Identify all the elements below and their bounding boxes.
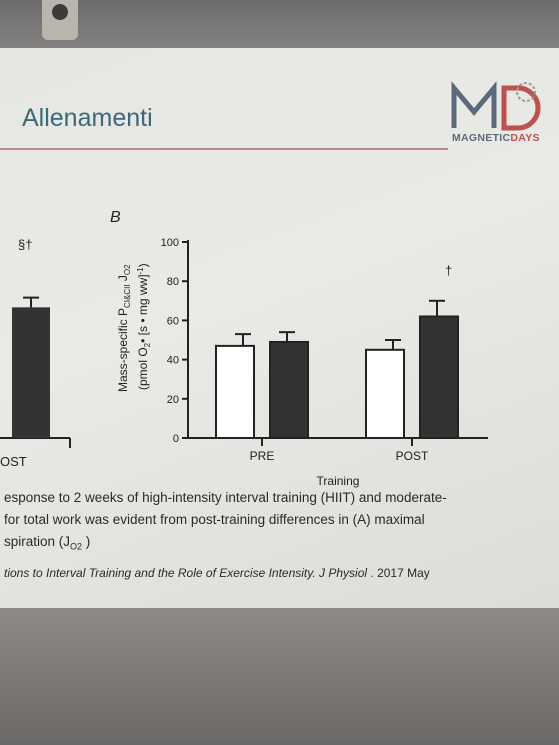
panel-a-annotation: §†	[18, 237, 32, 252]
ylabel-line2c: )	[136, 263, 150, 267]
logo-wordmark: MAGNETICDAYS	[452, 132, 540, 144]
projector-device	[42, 0, 78, 40]
wall-below-screen	[0, 608, 559, 745]
caption-line-3-sub: O2	[70, 541, 83, 552]
title-divider	[0, 148, 448, 150]
bar-pre-series-2	[269, 340, 309, 439]
logo-text-main: MAGNETIC	[452, 132, 511, 144]
magneticdays-logo-icon	[451, 81, 541, 131]
y-tick-label: 20	[167, 394, 179, 406]
ylabel-sup: -1	[136, 267, 145, 275]
panel-b-y-axis-label: Mass-specific PCI&CII JO2 (pmol O2• [s •…	[116, 263, 152, 392]
logo-text-accent: DAYS	[510, 132, 540, 144]
y-tick-label: 0	[173, 433, 179, 445]
bar-post-series-1	[365, 348, 405, 439]
caption-line-2: for total work was evident from post-tra…	[4, 512, 425, 527]
y-tick-label: 80	[167, 276, 179, 288]
ylabel-mid: J	[116, 275, 130, 284]
ylabel-sub2: O2	[123, 264, 132, 275]
ylabel-sub3: 2	[143, 342, 152, 347]
y-tick-label: 40	[167, 355, 179, 367]
panel-b-label: B	[110, 209, 121, 226]
projected-slide	[0, 48, 559, 608]
panel-b-x-axis-label: Training	[317, 474, 360, 488]
caption-line-3-text: spiration (J	[4, 534, 71, 549]
panel-a-bar	[12, 307, 50, 438]
panel-a: OST §†	[0, 237, 71, 469]
slide-title: Allenamenti	[22, 104, 153, 132]
y-tick-label: 100	[161, 237, 179, 249]
significance-annotation: †	[445, 263, 452, 278]
x-tick-label: POST	[396, 449, 429, 463]
reference-citation: tions to Interval Training and the Role …	[4, 566, 430, 580]
caption-line-3: spiration (JO2 )	[4, 534, 90, 552]
ylabel-line2: (pmol O	[136, 347, 150, 390]
panel-b: B Mass-specific PCI&CII JO2 (pmol O2• [s…	[110, 209, 488, 488]
x-tick-label: PRE	[250, 449, 275, 463]
caption-line-1: esponse to 2 weeks of high-intensity int…	[4, 490, 447, 505]
bar-post-series-2	[419, 315, 459, 440]
reference-text: tions to Interval Training and the Role …	[4, 566, 368, 580]
caption-line-3-end: )	[82, 534, 91, 549]
svg-text:(pmol O2• [s • mg ww]-1): (pmol O2• [s • mg ww]-1)	[136, 263, 152, 390]
ylabel-sub1: CI&CII	[123, 284, 132, 308]
panel-a-category-label: OST	[0, 454, 27, 469]
reference-year: . 2017 May	[367, 566, 430, 580]
y-tick-label: 60	[167, 315, 179, 327]
ylabel-line1: Mass-specific P	[116, 308, 130, 392]
ylabel-line2b: • [s • mg ww]	[136, 274, 150, 342]
svg-text:Mass-specific PCI&CII JO2: Mass-specific PCI&CII JO2	[116, 264, 132, 392]
bar-pre-series-1	[215, 344, 255, 440]
